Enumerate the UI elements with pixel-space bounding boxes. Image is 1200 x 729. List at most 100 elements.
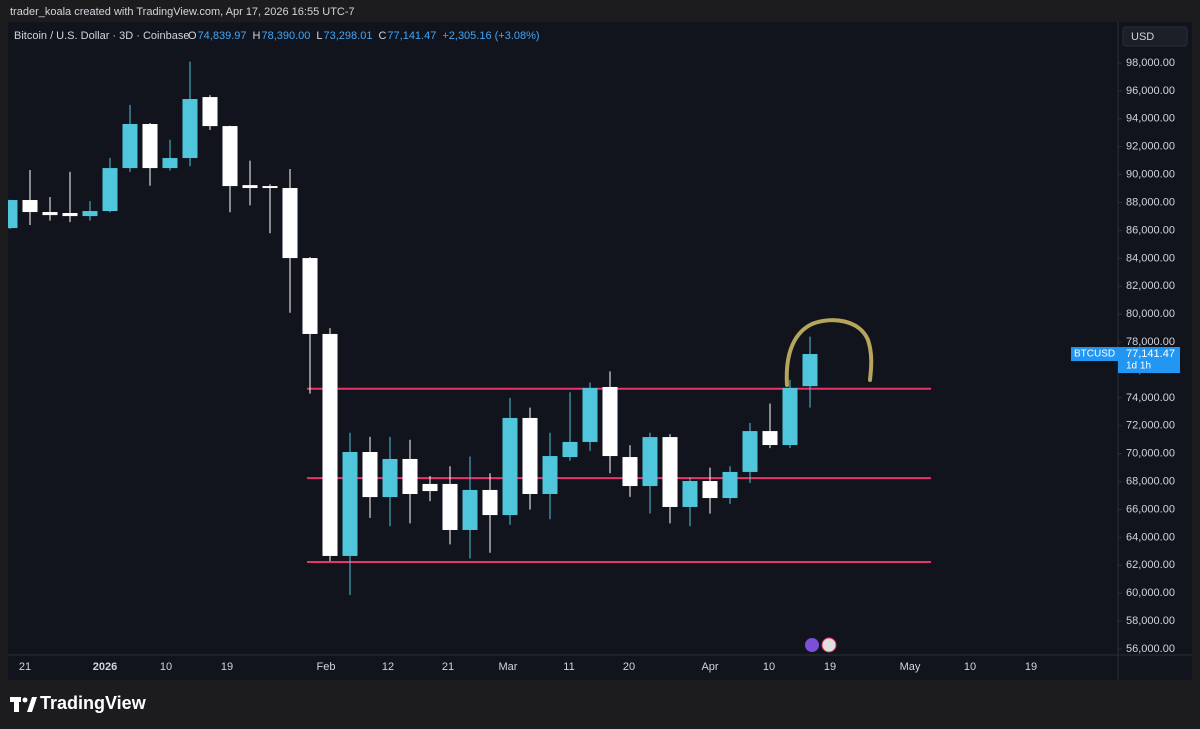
price-tag-symbol: BTCUSD: [1074, 349, 1115, 360]
x-tick-label: 21: [442, 661, 454, 673]
y-tick-label: 62,000.00: [1126, 559, 1175, 571]
candle-body: [522, 417, 538, 494]
candle-body: [402, 458, 418, 494]
candle-body: [162, 158, 178, 169]
candle-body: [102, 168, 118, 212]
candle-body: [442, 483, 458, 530]
candle-body: [262, 186, 278, 189]
x-tick-label: Apr: [701, 661, 718, 673]
y-tick-label: 74,000.00: [1126, 392, 1175, 404]
y-tick-label: 58,000.00: [1126, 615, 1175, 627]
ohlc-key: C: [378, 30, 386, 42]
candle-body: [602, 386, 618, 457]
candle-body: [302, 258, 318, 334]
chart-panel: [8, 22, 1192, 680]
logo-shape: [27, 697, 37, 712]
ohlc-value: 74,839.97: [198, 30, 247, 42]
logo-shape: [14, 697, 19, 712]
candle-body: [202, 97, 218, 127]
x-tick-label: 19: [221, 661, 233, 673]
y-tick-label: 96,000.00: [1126, 85, 1175, 97]
x-tick-label: May: [900, 661, 921, 673]
x-tick-label: 11: [563, 661, 574, 673]
event-icon[interactable]: [821, 637, 837, 653]
price-tag-countdown: 1d 1h: [1126, 361, 1151, 372]
y-tick-label: 82,000.00: [1126, 280, 1175, 292]
x-tick-label: 10: [160, 661, 172, 673]
candle-body: [702, 481, 718, 499]
x-tick-label: Mar: [499, 661, 518, 673]
x-tick-label: 12: [382, 661, 394, 673]
candle-body: [8, 200, 18, 229]
y-tick-label: 78,000.00: [1126, 336, 1175, 348]
candle-body: [222, 126, 238, 187]
candle-body: [482, 489, 498, 516]
currency-box[interactable]: [1122, 26, 1188, 47]
y-tick-label: 88,000.00: [1126, 196, 1175, 208]
ohlc-key: O: [188, 30, 197, 42]
ohlc-value: 73,298.01: [324, 30, 373, 42]
y-tick-label: 56,000.00: [1126, 643, 1175, 655]
candle-body: [742, 431, 758, 472]
x-tick-label: 21: [19, 661, 31, 673]
y-tick-label: 94,000.00: [1126, 113, 1175, 125]
currency: USD: [1131, 31, 1154, 43]
brand: TradingView: [40, 693, 147, 713]
symbol: Bitcoin / U.S. Dollar · 3D · Coinbase: [14, 30, 189, 42]
candle-body: [62, 213, 78, 217]
candle-body: [722, 471, 738, 499]
y-tick-label: 92,000.00: [1126, 141, 1175, 153]
candle-body: [22, 200, 38, 213]
candle-body: [622, 457, 638, 487]
candle-body: [662, 437, 678, 507]
y-tick-label: 72,000.00: [1126, 420, 1175, 432]
price-tag-box: [1118, 347, 1180, 374]
ohlc-value: 77,141.47: [387, 30, 436, 42]
candle-body: [542, 456, 558, 494]
candle-body: [762, 431, 778, 446]
y-tick-label: 60,000.00: [1126, 587, 1175, 599]
drawing-annotation: [784, 318, 874, 387]
candle-body: [242, 185, 258, 189]
x-tick-label: 10: [763, 661, 775, 673]
event-icon[interactable]: [805, 638, 819, 652]
y-tick-label: 90,000.00: [1126, 169, 1175, 181]
x-tick-label: 20: [623, 661, 635, 673]
y-tick-label: 98,000.00: [1126, 57, 1175, 69]
candle-body: [802, 354, 818, 387]
candle-body: [422, 483, 438, 492]
candle-body: [502, 417, 518, 516]
candle-body: [562, 441, 578, 458]
price-tag-price: 77,141.47: [1126, 348, 1175, 360]
x-tick-label: 2026: [93, 661, 117, 673]
plot-area: [8, 61, 931, 596]
candle-body: [142, 123, 158, 169]
y-tick-label: 68,000.00: [1126, 475, 1175, 487]
candle-body: [642, 437, 658, 487]
y-tick-label: 80,000.00: [1126, 308, 1175, 320]
price-tag-symbol-box: [1071, 347, 1118, 362]
candle-body: [362, 451, 378, 498]
y-tick-label: 70,000.00: [1126, 448, 1175, 460]
candle-body: [282, 188, 298, 259]
candle-body: [342, 451, 358, 556]
candle-body: [182, 99, 198, 159]
logo-shape: [22, 697, 28, 703]
x-tick-label: 19: [824, 661, 836, 673]
ohlc-value: 78,390.00: [261, 30, 310, 42]
logo: [10, 697, 37, 712]
y-tick-label: 66,000.00: [1126, 503, 1175, 515]
ohlc-key: H: [253, 30, 261, 42]
candle-body: [682, 481, 698, 507]
y-tick-label: 86,000.00: [1126, 224, 1175, 236]
candle-body: [42, 212, 58, 216]
x-tick-label: Feb: [317, 661, 336, 673]
y-tick-label: 64,000.00: [1126, 531, 1175, 543]
candle-body: [582, 387, 598, 442]
ohlc-key: L: [316, 30, 322, 42]
candle-body: [782, 387, 798, 446]
x-tick-label: 19: [1025, 661, 1037, 673]
top-bar-text: trader_koala created with TradingView.co…: [10, 6, 355, 18]
